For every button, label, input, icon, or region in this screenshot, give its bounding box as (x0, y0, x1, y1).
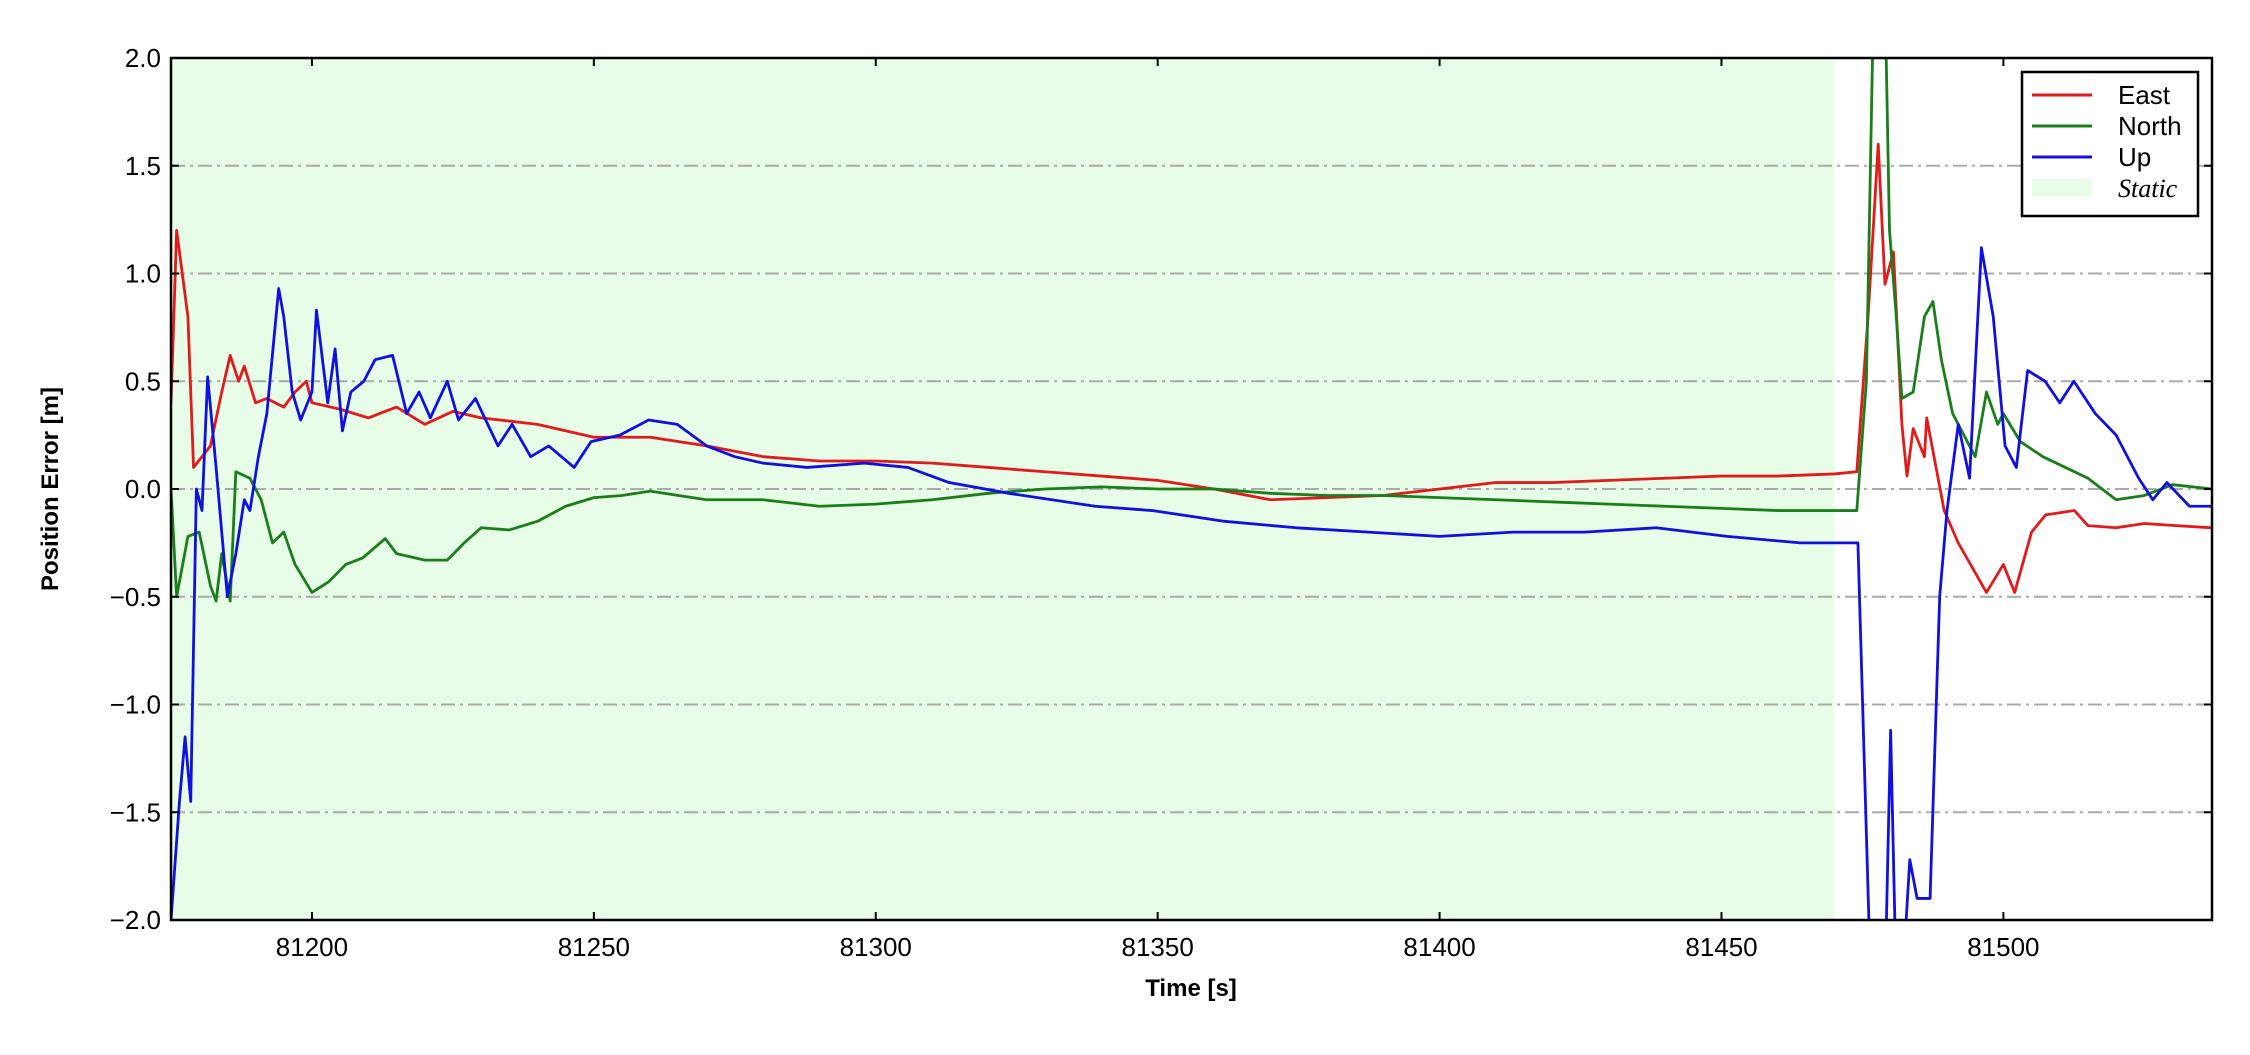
y-tick-label: −1.5 (110, 797, 161, 827)
x-tick-label: 81300 (840, 932, 912, 962)
y-tick-label: −1.0 (110, 690, 161, 720)
y-tick-label: 1.0 (125, 259, 161, 289)
y-axis-title: Position Error [m] (37, 387, 64, 591)
x-tick-label: 81450 (1685, 932, 1757, 962)
legend-label: East (2118, 80, 2171, 110)
legend-label: Up (2118, 142, 2151, 172)
series-line (171, 246, 2212, 920)
y-tick-label: 0.5 (125, 366, 161, 396)
y-tick-label: 2.0 (125, 43, 161, 73)
x-tick-label: 81250 (558, 932, 630, 962)
y-tick-label: 0.0 (125, 474, 161, 504)
x-tick-label: 81200 (276, 932, 348, 962)
lines (171, 58, 2212, 920)
y-tick-label: −0.5 (110, 582, 161, 612)
x-tick-label: 81350 (1122, 932, 1194, 962)
x-axis-title: Time [s] (1145, 975, 1237, 1002)
legend-swatch (2032, 179, 2092, 197)
series-line (171, 142, 2212, 594)
x-tick-label: 81400 (1403, 932, 1475, 962)
series-line (171, 58, 2212, 603)
axes: −2.0 −1.5 −1.0 −0.5 0.0 0.5 1.0 1.5 2.0 81200 8125… (110, 43, 2212, 962)
x-tick-label: 81500 (1967, 932, 2039, 962)
y-tick-label: −2.0 (110, 905, 161, 935)
legend-label: North (2118, 111, 2182, 141)
y-tick-label: 1.5 (125, 151, 161, 181)
legend-label: Static (2118, 174, 2178, 203)
